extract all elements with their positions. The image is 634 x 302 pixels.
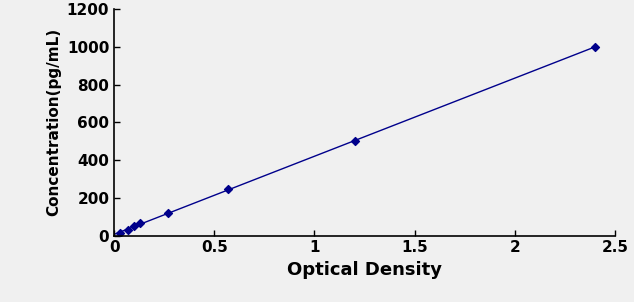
Point bbox=[349, 139, 359, 144]
Point bbox=[129, 224, 139, 229]
Point bbox=[590, 44, 600, 49]
Point bbox=[123, 227, 133, 232]
Point bbox=[223, 187, 233, 192]
X-axis label: Optical Density: Optical Density bbox=[287, 261, 442, 279]
Point bbox=[115, 230, 125, 235]
Y-axis label: Concentration(pg/mL): Concentration(pg/mL) bbox=[46, 28, 61, 216]
Point bbox=[135, 221, 145, 226]
Point bbox=[163, 210, 173, 215]
